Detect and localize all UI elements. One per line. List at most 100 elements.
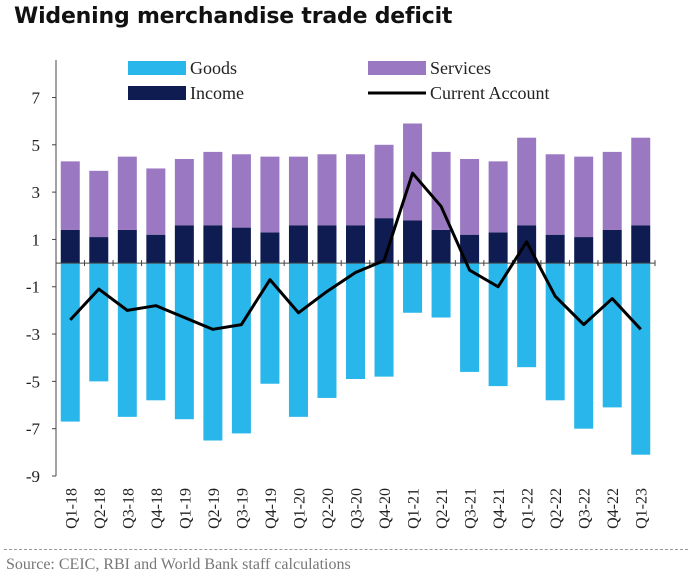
y-tick-label: -7 — [26, 420, 41, 439]
x-tick-label: Q1-19 — [177, 488, 194, 529]
services-bar — [317, 154, 337, 226]
y-tick-label: 1 — [32, 230, 41, 249]
services-bar — [288, 156, 308, 226]
x-tick-label: Q1-23 — [634, 488, 651, 529]
goods-bar — [574, 263, 594, 429]
income-bar — [574, 237, 594, 264]
x-tick-label: Q3-19 — [234, 488, 251, 529]
x-tick-label: Q4-20 — [377, 488, 394, 529]
income-bar — [403, 220, 423, 264]
chart-title: Widening merchandise trade deficit — [14, 4, 453, 29]
services-bar — [574, 156, 594, 238]
goods-bar — [602, 263, 622, 408]
x-tick-label: Q4-19 — [263, 488, 280, 529]
services-bar — [346, 154, 365, 226]
services-bar — [545, 154, 565, 235]
income-bar — [431, 229, 451, 264]
income-bar — [317, 225, 337, 264]
income-bar — [60, 229, 80, 264]
x-tick-label: Q3-18 — [120, 488, 137, 529]
income-bar — [346, 225, 365, 264]
services-bar — [460, 158, 480, 235]
x-tick-label: Q1-18 — [63, 488, 80, 529]
goods-bar — [374, 263, 394, 377]
services-bar — [231, 154, 251, 228]
legend-swatch-goods — [128, 61, 186, 75]
income-bar — [288, 225, 308, 264]
income-bar — [203, 225, 223, 264]
y-tick-label: -3 — [26, 325, 40, 344]
x-tick-label: Q1-22 — [520, 488, 537, 529]
services-bar — [374, 144, 394, 219]
goods-bar — [317, 263, 337, 398]
goods-bar — [89, 263, 109, 382]
income-bar — [602, 229, 622, 264]
services-bar — [60, 161, 80, 230]
y-tick-label: -1 — [26, 278, 40, 297]
legend-swatch-services — [368, 61, 426, 75]
legend-label-services: Services — [430, 58, 491, 78]
goods-bar — [231, 263, 251, 434]
goods-bar — [460, 263, 480, 372]
source-divider — [4, 549, 688, 550]
x-tick-label: Q1-20 — [291, 488, 308, 529]
x-tick-label: Q4-21 — [491, 488, 508, 529]
legend-swatch-income — [128, 86, 186, 100]
y-tick-label: 3 — [32, 183, 41, 202]
goods-bar — [60, 263, 80, 422]
x-tick-label: Q2-19 — [206, 488, 223, 529]
services-bar — [146, 168, 166, 235]
x-tick-label: Q2-21 — [434, 488, 451, 529]
income-bar — [174, 225, 194, 264]
income-bar — [89, 237, 109, 264]
services-bar — [260, 156, 280, 233]
income-bar — [117, 229, 137, 264]
trade-deficit-chart: 7 5 3 1 -1 -3 -5 -7 -9 Q1-18 Q2-18 Q3-18 Q4-18 Q1-19 Q… — [26, 58, 656, 529]
goods-bar — [346, 263, 365, 380]
income-bar — [488, 232, 508, 264]
services-bar — [117, 156, 137, 230]
current-account-line — [69, 171, 642, 331]
services-bar — [602, 151, 622, 230]
goods-bar — [117, 263, 137, 417]
x-tick-label: Q3-22 — [577, 488, 594, 529]
goods-bar — [203, 263, 223, 441]
goods-bar — [545, 263, 565, 401]
goods-bar — [288, 263, 308, 417]
goods-bar — [403, 263, 423, 313]
x-tick-label: Q3-20 — [349, 488, 366, 529]
income-bar — [146, 234, 166, 264]
services-bar — [517, 137, 537, 226]
services-bar — [174, 158, 194, 226]
goods-bar — [174, 263, 194, 420]
x-tick-label: Q3-21 — [463, 488, 480, 529]
services-bar — [488, 161, 508, 233]
legend-label-goods: Goods — [190, 58, 237, 78]
income-bar — [231, 227, 251, 264]
y-tick-label: -9 — [26, 467, 40, 486]
x-tick-label: Q4-22 — [605, 488, 622, 529]
income-bar — [545, 234, 565, 264]
x-tick-label: Q2-18 — [92, 488, 109, 529]
x-tick-label: Q2-22 — [548, 488, 565, 529]
x-tick-label: Q4-18 — [149, 488, 166, 529]
legend-label-current-account: Current Account — [430, 83, 549, 103]
x-tick-label: Q1-21 — [406, 488, 423, 529]
goods-bar — [517, 263, 537, 368]
services-bar — [203, 151, 223, 226]
goods-bar — [431, 263, 451, 318]
goods-bar — [488, 263, 508, 387]
goods-bar — [631, 263, 651, 455]
source-note: Source: CEIC, RBI and World Bank staff c… — [6, 556, 351, 573]
x-tick-label: Q2-20 — [320, 488, 337, 529]
income-bar — [260, 232, 280, 264]
goods-bar — [146, 263, 166, 401]
y-tick-label: 7 — [32, 88, 41, 107]
services-bar — [89, 170, 109, 238]
y-tick-label: -5 — [26, 372, 40, 391]
services-bar — [631, 137, 651, 226]
income-bar — [631, 225, 651, 264]
services-bar — [431, 151, 451, 230]
income-bar — [374, 218, 394, 264]
y-tick-label: 5 — [32, 136, 41, 155]
